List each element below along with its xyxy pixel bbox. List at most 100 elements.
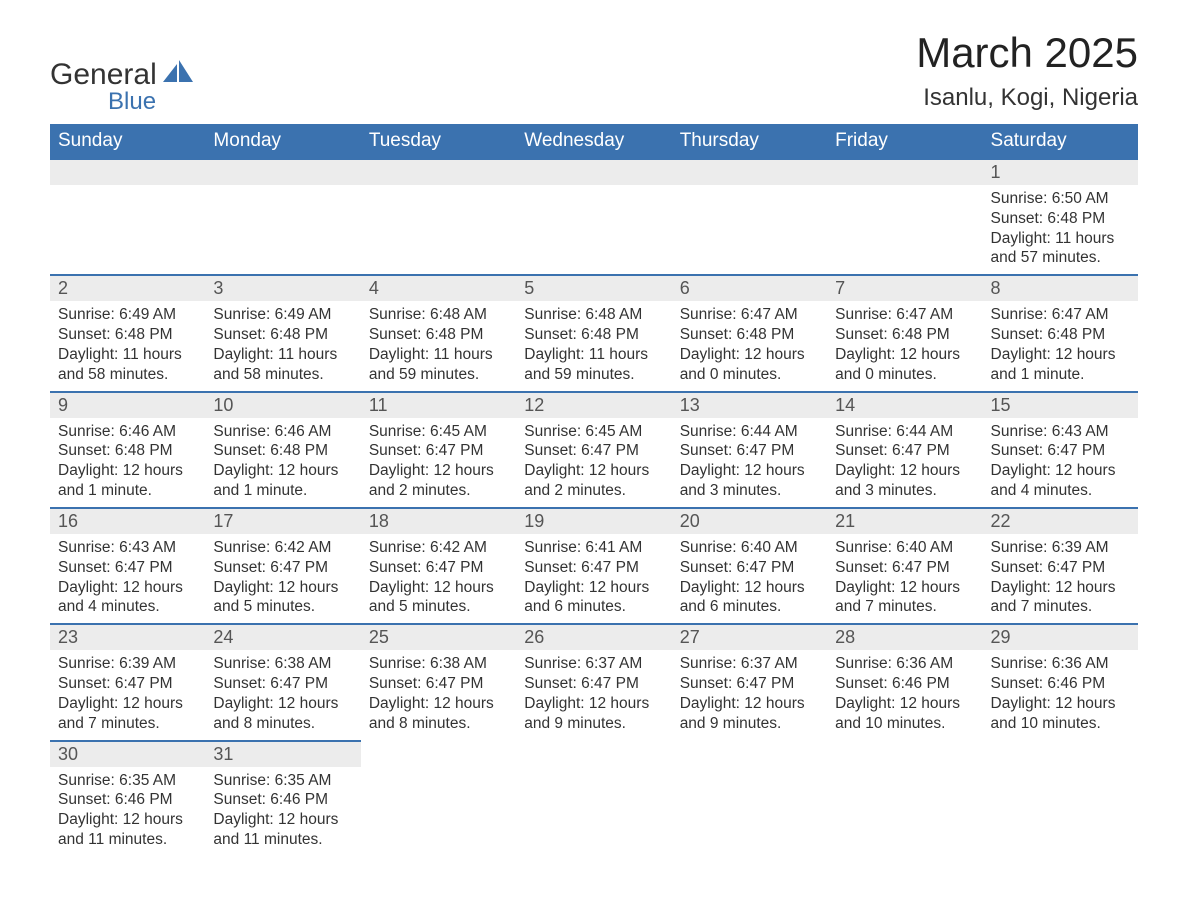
day-number xyxy=(672,160,827,185)
sunrise-text: Sunrise: 6:36 AM xyxy=(835,654,974,674)
day-details xyxy=(827,766,982,826)
sunrise-text: Sunrise: 6:45 AM xyxy=(524,422,663,442)
calendar-cell: 5Sunrise: 6:48 AMSunset: 6:48 PMDaylight… xyxy=(516,275,671,391)
daylight-text: Daylight: 12 hours and 1 minute. xyxy=(991,345,1130,385)
daylight-text: Daylight: 11 hours and 58 minutes. xyxy=(58,345,197,385)
daylight-text: Daylight: 12 hours and 6 minutes. xyxy=(680,578,819,618)
day-number xyxy=(50,160,205,185)
calendar-cell: 2Sunrise: 6:49 AMSunset: 6:48 PMDaylight… xyxy=(50,275,205,391)
title-block: March 2025 Isanlu, Kogi, Nigeria xyxy=(916,30,1138,112)
daylight-text: Daylight: 12 hours and 10 minutes. xyxy=(991,694,1130,734)
day-details xyxy=(672,185,827,245)
daylight-text: Daylight: 12 hours and 7 minutes. xyxy=(991,578,1130,618)
calendar-cell xyxy=(50,159,205,275)
sunrise-text: Sunrise: 6:35 AM xyxy=(58,771,197,791)
sunset-text: Sunset: 6:46 PM xyxy=(835,674,974,694)
day-number: 8 xyxy=(983,276,1138,301)
day-details: Sunrise: 6:47 AMSunset: 6:48 PMDaylight:… xyxy=(983,301,1138,390)
sunrise-text: Sunrise: 6:44 AM xyxy=(680,422,819,442)
calendar-cell: 24Sunrise: 6:38 AMSunset: 6:47 PMDayligh… xyxy=(205,624,360,740)
sunset-text: Sunset: 6:47 PM xyxy=(680,674,819,694)
day-header: Monday xyxy=(205,124,360,159)
calendar-cell: 30 Sunrise: 6:35 AMSunset: 6:46 PMDayligh… xyxy=(50,741,205,856)
day-number: 1 xyxy=(983,160,1138,185)
day-number: 2 xyxy=(50,276,205,301)
day-header: Thursday xyxy=(672,124,827,159)
sunrise-text: Sunrise: 6:42 AM xyxy=(213,538,352,558)
sunset-text: Sunset: 6:47 PM xyxy=(213,558,352,578)
sunset-text: Sunset: 6:48 PM xyxy=(680,325,819,345)
daylight-text: Daylight: 11 hours and 59 minutes. xyxy=(369,345,508,385)
day-number: 13 xyxy=(672,393,827,418)
daylight-text: Daylight: 12 hours and 10 minutes. xyxy=(835,694,974,734)
day-details: Sunrise: 6:40 AMSunset: 6:47 PMDaylight:… xyxy=(827,534,982,623)
sunrise-text: Sunrise: 6:44 AM xyxy=(835,422,974,442)
day-number: 5 xyxy=(516,276,671,301)
calendar-week: 1Sunrise: 6:50 AMSunset: 6:48 PMDaylight… xyxy=(50,159,1138,275)
sunrise-text: Sunrise: 6:49 AM xyxy=(213,305,352,325)
sunset-text: Sunset: 6:47 PM xyxy=(835,441,974,461)
day-number: 20 xyxy=(672,509,827,534)
day-number: 6 xyxy=(672,276,827,301)
day-details xyxy=(983,766,1138,826)
day-number: 30 xyxy=(50,742,205,767)
day-details: Sunrise: 6:47 AMSunset: 6:48 PMDaylight:… xyxy=(827,301,982,390)
calendar-body: 1Sunrise: 6:50 AMSunset: 6:48 PMDaylight… xyxy=(50,159,1138,856)
day-header: Saturday xyxy=(983,124,1138,159)
sunset-text: Sunset: 6:46 PM xyxy=(58,790,197,810)
day-details: Sunrise: 6:38 AMSunset: 6:47 PMDaylight:… xyxy=(361,650,516,739)
calendar-cell: 29Sunrise: 6:36 AMSunset: 6:46 PMDayligh… xyxy=(983,624,1138,740)
daylight-text: Daylight: 11 hours and 59 minutes. xyxy=(524,345,663,385)
day-number: 4 xyxy=(361,276,516,301)
daylight-text: Daylight: 12 hours and 11 minutes. xyxy=(213,810,352,850)
day-details xyxy=(205,185,360,245)
day-number: 26 xyxy=(516,625,671,650)
day-number: 23 xyxy=(50,625,205,650)
day-details: Sunrise: 6:50 AMSunset: 6:48 PMDaylight:… xyxy=(983,185,1138,274)
sunrise-text: Sunrise: 6:40 AM xyxy=(680,538,819,558)
day-details: Sunrise: 6:45 AMSunset: 6:47 PMDaylight:… xyxy=(361,418,516,507)
sunrise-text: Sunrise: 6:42 AM xyxy=(369,538,508,558)
calendar-cell: 28 Sunrise: 6:36 AMSunset: 6:46 PMDayligh… xyxy=(827,624,982,740)
daylight-text: Daylight: 12 hours and 0 minutes. xyxy=(680,345,819,385)
calendar-cell xyxy=(827,159,982,275)
sunset-text: Sunset: 6:47 PM xyxy=(991,558,1130,578)
sunset-text: Sunset: 6:47 PM xyxy=(680,441,819,461)
day-number: 24 xyxy=(205,625,360,650)
day-details: Sunrise: 6:36 AMSunset: 6:46 PMDaylight:… xyxy=(983,650,1138,739)
day-number: 15 xyxy=(983,393,1138,418)
calendar-cell: 23Sunrise: 6:39 AMSunset: 6:47 PMDayligh… xyxy=(50,624,205,740)
sunset-text: Sunset: 6:48 PM xyxy=(58,325,197,345)
day-header: Tuesday xyxy=(361,124,516,159)
sunset-text: Sunset: 6:48 PM xyxy=(991,325,1130,345)
day-number: 14 xyxy=(827,393,982,418)
sunrise-text: Sunrise: 6:48 AM xyxy=(369,305,508,325)
daylight-text: Daylight: 12 hours and 11 minutes. xyxy=(58,810,197,850)
calendar-cell: 19Sunrise: 6:41 AMSunset: 6:47 PMDayligh… xyxy=(516,508,671,624)
day-number xyxy=(827,160,982,185)
sunrise-text: Sunrise: 6:46 AM xyxy=(58,422,197,442)
daylight-text: Daylight: 12 hours and 7 minutes. xyxy=(58,694,197,734)
calendar-week: 2Sunrise: 6:49 AMSunset: 6:48 PMDaylight… xyxy=(50,275,1138,391)
day-details: Sunrise: 6:43 AMSunset: 6:47 PMDaylight:… xyxy=(50,534,205,623)
sunset-text: Sunset: 6:47 PM xyxy=(58,558,197,578)
day-number: 11 xyxy=(361,393,516,418)
calendar-cell: 7Sunrise: 6:47 AMSunset: 6:48 PMDaylight… xyxy=(827,275,982,391)
sunset-text: Sunset: 6:47 PM xyxy=(58,674,197,694)
day-number: 7 xyxy=(827,276,982,301)
day-header: Wednesday xyxy=(516,124,671,159)
calendar-cell: 4Sunrise: 6:48 AMSunset: 6:48 PMDaylight… xyxy=(361,275,516,391)
day-details: Sunrise: 6:38 AMSunset: 6:47 PMDaylight:… xyxy=(205,650,360,739)
day-details: Sunrise: 6:45 AMSunset: 6:47 PMDaylight:… xyxy=(516,418,671,507)
sunset-text: Sunset: 6:47 PM xyxy=(369,674,508,694)
page-title: March 2025 xyxy=(916,30,1138,76)
sunrise-text: Sunrise: 6:46 AM xyxy=(213,422,352,442)
day-number: 10 xyxy=(205,393,360,418)
calendar-cell: 18Sunrise: 6:42 AMSunset: 6:47 PMDayligh… xyxy=(361,508,516,624)
day-number xyxy=(205,160,360,185)
daylight-text: Daylight: 12 hours and 6 minutes. xyxy=(524,578,663,618)
sunset-text: Sunset: 6:47 PM xyxy=(369,558,508,578)
day-number: 28 xyxy=(827,625,982,650)
sunrise-text: Sunrise: 6:50 AM xyxy=(991,189,1130,209)
calendar-cell xyxy=(672,741,827,856)
